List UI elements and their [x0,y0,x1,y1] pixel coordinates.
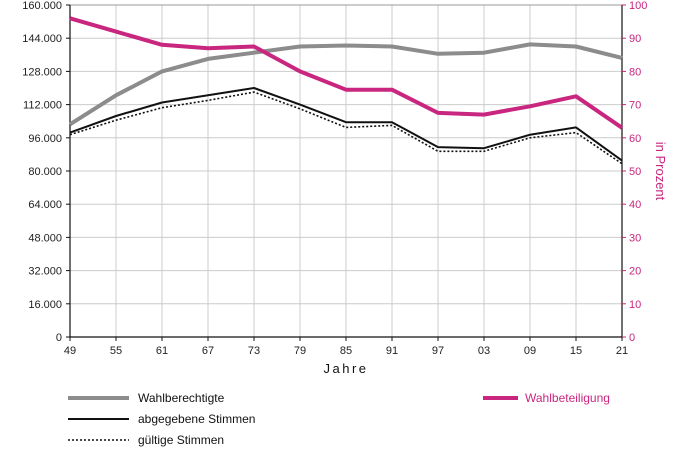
series-line-wahlbeteiligung [69,16,624,130]
x-tick-label: 55 [110,345,122,357]
y-tick-label: 128.000 [22,66,62,78]
x-tick-label: 15 [570,345,582,357]
x-tick-label: 97 [432,345,444,357]
x-tick-label: 49 [64,345,76,357]
y-tick-label: 112.000 [23,100,62,112]
y2-tick-label: 20 [629,266,641,278]
legend-label-wahlbeteiligung: Wahlbeteiligung [525,391,610,405]
y-tick-label: 48.000 [28,232,62,244]
x-tick-label: 85 [340,345,352,357]
x-axis-label: Jahre [323,361,368,376]
y2-tick-label: 90 [629,33,641,45]
x-tick-label: 09 [524,345,536,357]
x-tick-label: 73 [248,345,260,357]
y2-tick-label: 0 [629,332,635,344]
y-tick-label: 160.000 [22,0,62,12]
y-tick-label: 64.000 [28,199,62,211]
x-tick-label: 79 [294,345,306,357]
x-tick-label: 03 [478,345,490,357]
y2-tick-label: 10 [629,299,641,311]
y-tick-label: 0 [56,332,62,344]
y2-tick-label: 40 [629,199,641,211]
x-tick-label: 91 [386,345,398,357]
y2-tick-label: 80 [629,66,641,78]
legend-label-gültige-stimmen: gültige Stimmen [138,433,224,447]
y2-tick-label: 100 [629,0,647,12]
y-tick-label: 96.000 [28,133,62,145]
y-tick-label: 32.000 [28,266,62,278]
x-tick-label: 67 [202,345,214,357]
legend-label-wahlberechtigte: Wahlberechtigte [138,391,225,405]
y2-tick-label: 60 [629,133,641,145]
y2-tick-label: 70 [629,100,641,112]
y-tick-label: 80.000 [28,166,62,178]
y2-axis-label: in Prozent [653,142,668,201]
legend-label-abgegebene-stimmen: abgegebene Stimmen [138,412,255,426]
series-line-wahlberechtigte [68,42,623,126]
y2-tick-label: 30 [629,232,641,244]
x-tick-label: 61 [156,345,168,357]
x-tick-label: 21 [616,345,628,357]
y2-tick-label: 50 [629,166,641,178]
series-line-gültige-stimmen [69,91,623,165]
y-tick-label: 144.000 [22,33,62,45]
series-line-abgegebene-stimmen [69,87,623,162]
y-tick-label: 16.000 [28,299,62,311]
